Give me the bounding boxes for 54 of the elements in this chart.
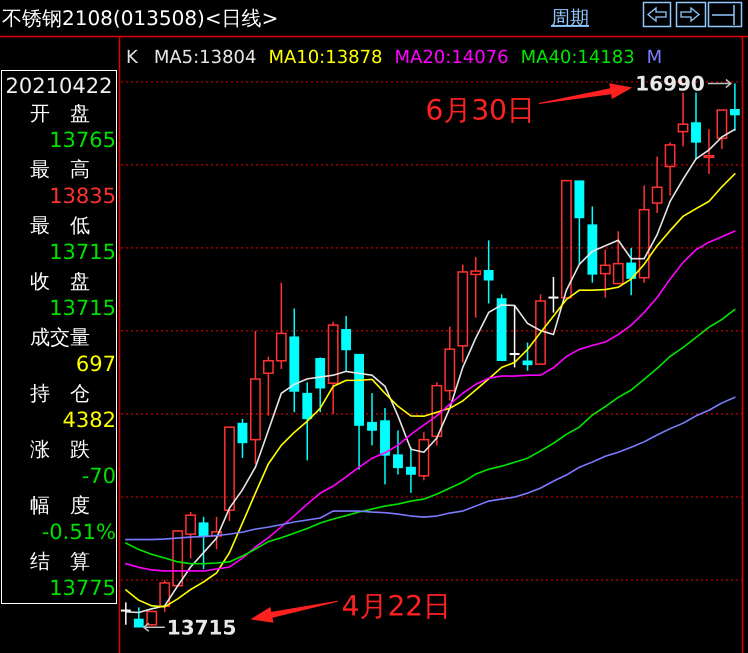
category-label: 成交量 [30,325,90,349]
candlestick [522,342,532,372]
candlestick [211,516,222,550]
category-label: 最低 [30,213,110,237]
annotation: 13715 [166,615,236,640]
candlestick [484,240,494,304]
text: -0.51% [42,520,116,544]
candlestick [198,516,208,570]
candlestick [510,304,520,368]
text: M [646,47,662,68]
text: 周期 [551,7,589,29]
text: 4382 [62,408,116,432]
category-label: 收盘 [30,269,110,293]
text: MA40:14183 [520,47,635,68]
text: 20210422 [6,74,112,98]
candlestick [134,606,144,628]
candlestick [250,330,261,464]
category-label: 开盘 [30,101,110,125]
candlestick [600,248,611,298]
text: MA20:14076 [394,47,509,68]
text: MA5:13804 [154,47,256,68]
category-label: 持仓 [30,381,110,405]
candlestick [367,392,377,446]
category-label: 最高 [30,157,110,181]
annotation: 6月30日 [426,93,536,126]
candlestick [238,418,248,459]
chart-title: 不锈钢2108(013508)<日线> [2,6,278,30]
text: -70 [82,464,116,488]
candlestick [730,82,740,132]
candlestick [341,315,352,372]
candlestick [704,128,714,175]
annotation: K [126,47,139,68]
text: 697 [76,352,116,376]
text: 13715 [49,296,116,320]
text: 13765 [49,128,116,152]
candlestick [626,247,636,296]
candlestick [652,156,663,214]
text: 13715 [49,240,116,264]
annotation: 4月22日 [342,589,452,622]
category-label: 结算 [30,549,110,573]
candlestick [393,430,403,476]
candlestick [406,446,416,494]
category-label: 涨跌 [30,437,110,461]
text: MA10:13878 [268,47,383,68]
candlestick [548,276,558,314]
text: 13835 [49,184,116,208]
category-label: 幅度 [30,493,110,517]
candlestick [470,256,482,318]
candlestick [444,326,456,402]
text: 13775 [49,576,116,600]
candlestick [678,92,688,148]
annotation: 16990 [635,71,705,96]
candlestick [691,92,701,161]
candlestick [276,282,287,370]
